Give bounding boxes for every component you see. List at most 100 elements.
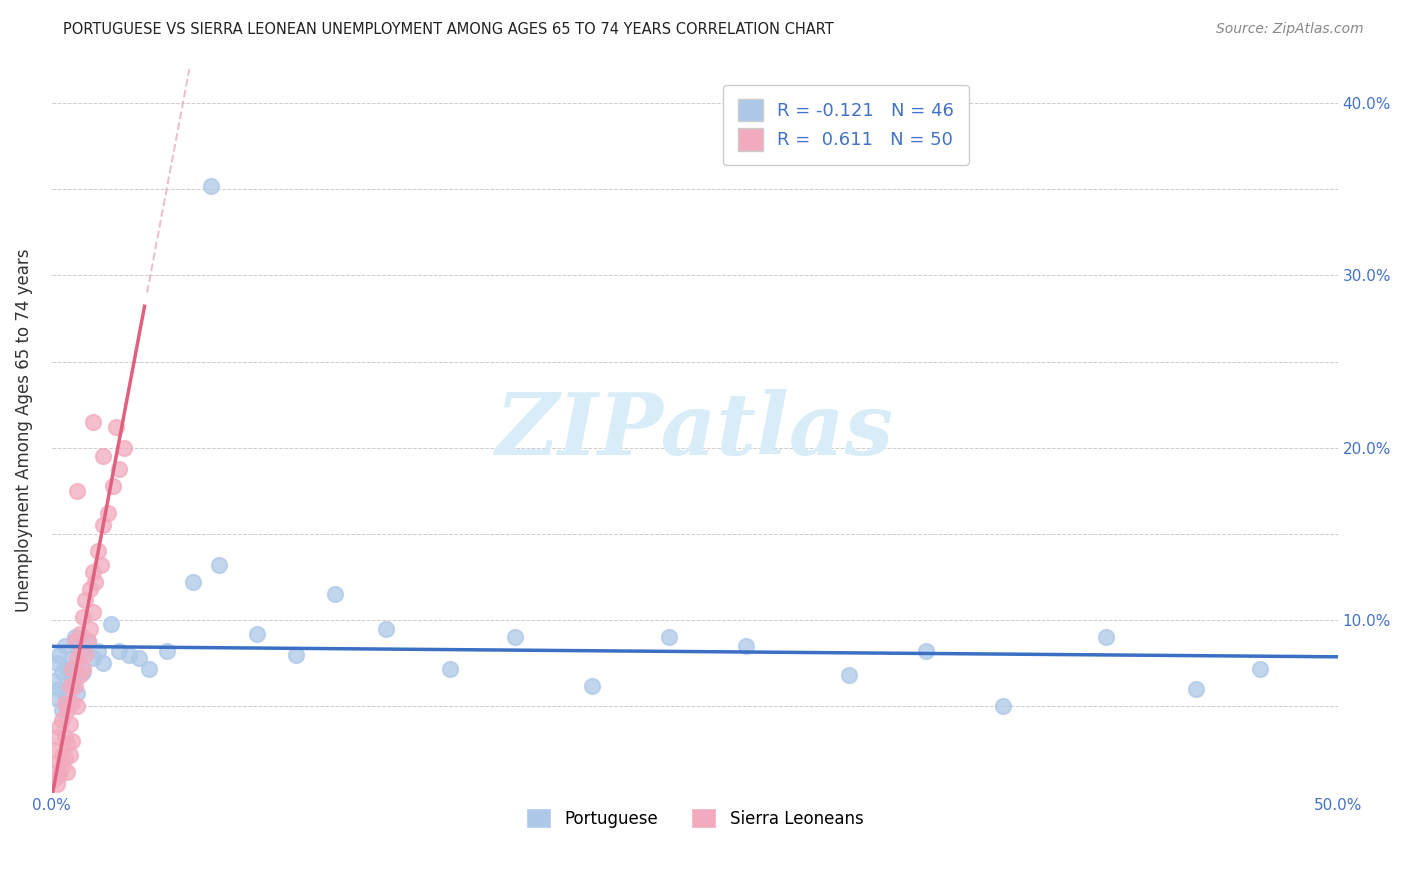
- Point: [48, 648, 70, 662]
- Point: [1095, 631, 1118, 645]
- Point: [72, 609, 94, 624]
- Point: [53, 686, 76, 700]
- Point: [82, 651, 104, 665]
- Point: [285, 648, 308, 662]
- Point: [60, 661, 83, 675]
- Point: [107, 644, 129, 658]
- Point: [503, 631, 526, 645]
- Point: [51, 760, 73, 774]
- Point: [48, 720, 70, 734]
- Text: Source: ZipAtlas.com: Source: ZipAtlas.com: [1216, 22, 1364, 37]
- Point: [128, 651, 150, 665]
- Point: [97, 506, 120, 520]
- Point: [51, 703, 73, 717]
- Point: [59, 747, 82, 762]
- Point: [208, 558, 231, 572]
- Point: [45, 690, 67, 705]
- Point: [439, 661, 461, 675]
- Point: [156, 644, 179, 658]
- Point: [107, 461, 129, 475]
- Text: PORTUGUESE VS SIERRA LEONEAN UNEMPLOYMENT AMONG AGES 65 TO 74 YEARS CORRELATION : PORTUGUESE VS SIERRA LEONEAN UNEMPLOYMEN…: [63, 22, 834, 37]
- Point: [66, 651, 89, 665]
- Point: [658, 631, 681, 645]
- Point: [581, 679, 603, 693]
- Point: [735, 639, 758, 653]
- Point: [53, 696, 76, 710]
- Point: [82, 605, 104, 619]
- Point: [105, 420, 128, 434]
- Point: [69, 627, 91, 641]
- Point: [44, 742, 66, 756]
- Point: [56, 661, 79, 675]
- Point: [48, 755, 70, 769]
- Point: [63, 634, 86, 648]
- Point: [82, 415, 104, 429]
- Point: [100, 616, 122, 631]
- Point: [993, 699, 1015, 714]
- Point: [79, 622, 101, 636]
- Point: [56, 764, 79, 779]
- Point: [59, 668, 82, 682]
- Point: [69, 668, 91, 682]
- Point: [915, 644, 938, 658]
- Point: [48, 768, 70, 782]
- Point: [56, 699, 79, 714]
- Point: [1185, 682, 1208, 697]
- Point: [76, 634, 98, 648]
- Point: [51, 665, 73, 679]
- Point: [375, 622, 398, 636]
- Point: [118, 648, 141, 662]
- Point: [45, 657, 67, 671]
- Point: [91, 450, 114, 464]
- Point: [87, 644, 110, 658]
- Point: [90, 558, 112, 572]
- Point: [200, 178, 222, 193]
- Point: [44, 673, 66, 688]
- Point: [60, 651, 83, 665]
- Point: [63, 631, 86, 645]
- Point: [181, 575, 204, 590]
- Y-axis label: Unemployment Among Ages 65 to 74 years: Unemployment Among Ages 65 to 74 years: [15, 249, 32, 612]
- Point: [84, 575, 107, 590]
- Point: [45, 777, 67, 791]
- Point: [66, 483, 89, 498]
- Point: [323, 587, 346, 601]
- Point: [69, 644, 91, 658]
- Legend: Portuguese, Sierra Leoneans: Portuguese, Sierra Leoneans: [519, 801, 870, 835]
- Point: [75, 592, 97, 607]
- Point: [60, 679, 83, 693]
- Point: [91, 657, 114, 671]
- Point: [59, 716, 82, 731]
- Point: [51, 747, 73, 762]
- Point: [66, 699, 89, 714]
- Point: [53, 731, 76, 745]
- Point: [138, 661, 160, 675]
- Point: [72, 665, 94, 679]
- Point: [63, 679, 86, 693]
- Point: [56, 703, 79, 717]
- Point: [82, 565, 104, 579]
- Point: [838, 668, 860, 682]
- Point: [72, 661, 94, 675]
- Point: [87, 544, 110, 558]
- Point: [51, 713, 73, 727]
- Point: [76, 634, 98, 648]
- Point: [60, 734, 83, 748]
- Point: [53, 639, 76, 653]
- Point: [91, 518, 114, 533]
- Point: [59, 679, 82, 693]
- Point: [112, 441, 135, 455]
- Point: [44, 772, 66, 786]
- Point: [53, 751, 76, 765]
- Point: [66, 686, 89, 700]
- Point: [1250, 661, 1272, 675]
- Point: [246, 627, 269, 641]
- Point: [75, 648, 97, 662]
- Point: [103, 479, 125, 493]
- Point: [45, 731, 67, 745]
- Point: [56, 738, 79, 752]
- Point: [48, 682, 70, 697]
- Point: [79, 582, 101, 597]
- Point: [60, 696, 83, 710]
- Point: [45, 764, 67, 779]
